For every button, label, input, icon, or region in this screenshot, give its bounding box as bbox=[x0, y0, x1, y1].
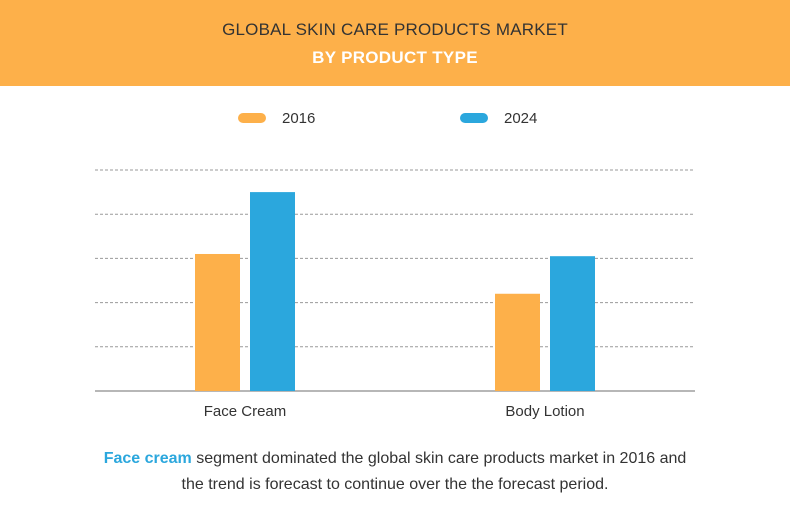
legend-swatch-2016 bbox=[238, 113, 266, 123]
chart-subtitle: BY PRODUCT TYPE bbox=[312, 48, 478, 67]
x-tick-label: Body Lotion bbox=[505, 403, 584, 420]
x-tick-label: Face Cream bbox=[204, 403, 287, 420]
legend-label-2016: 2016 bbox=[282, 109, 316, 127]
legend-item-2016: 2016 bbox=[238, 106, 315, 130]
title-banner: GLOBAL SKIN CARE PRODUCTS MARKET BY PROD… bbox=[0, 0, 790, 86]
caption-highlight: Face cream bbox=[103, 450, 192, 467]
chart-title: GLOBAL SKIN CARE PRODUCTS MARKET bbox=[222, 20, 568, 39]
legend: 2016 2024 bbox=[0, 106, 790, 130]
legend-label-2024: 2024 bbox=[504, 109, 538, 127]
bar-face-cream-2016 bbox=[195, 253, 240, 391]
caption: Face cream segment dominated the global … bbox=[20, 446, 770, 498]
bar-face-cream-2024 bbox=[250, 192, 295, 391]
bar-body-lotion-2024 bbox=[550, 256, 595, 391]
legend-swatch-2024 bbox=[460, 113, 488, 123]
caption-text-line2: the trend is forecast to continue over t… bbox=[181, 476, 609, 493]
legend-item-2024: 2024 bbox=[460, 106, 537, 130]
bar-body-lotion-2016 bbox=[495, 293, 540, 391]
caption-text-line1: segment dominated the global skin care p… bbox=[191, 450, 687, 467]
bar-chart: Face Cream Body Lotion bbox=[95, 169, 695, 420]
